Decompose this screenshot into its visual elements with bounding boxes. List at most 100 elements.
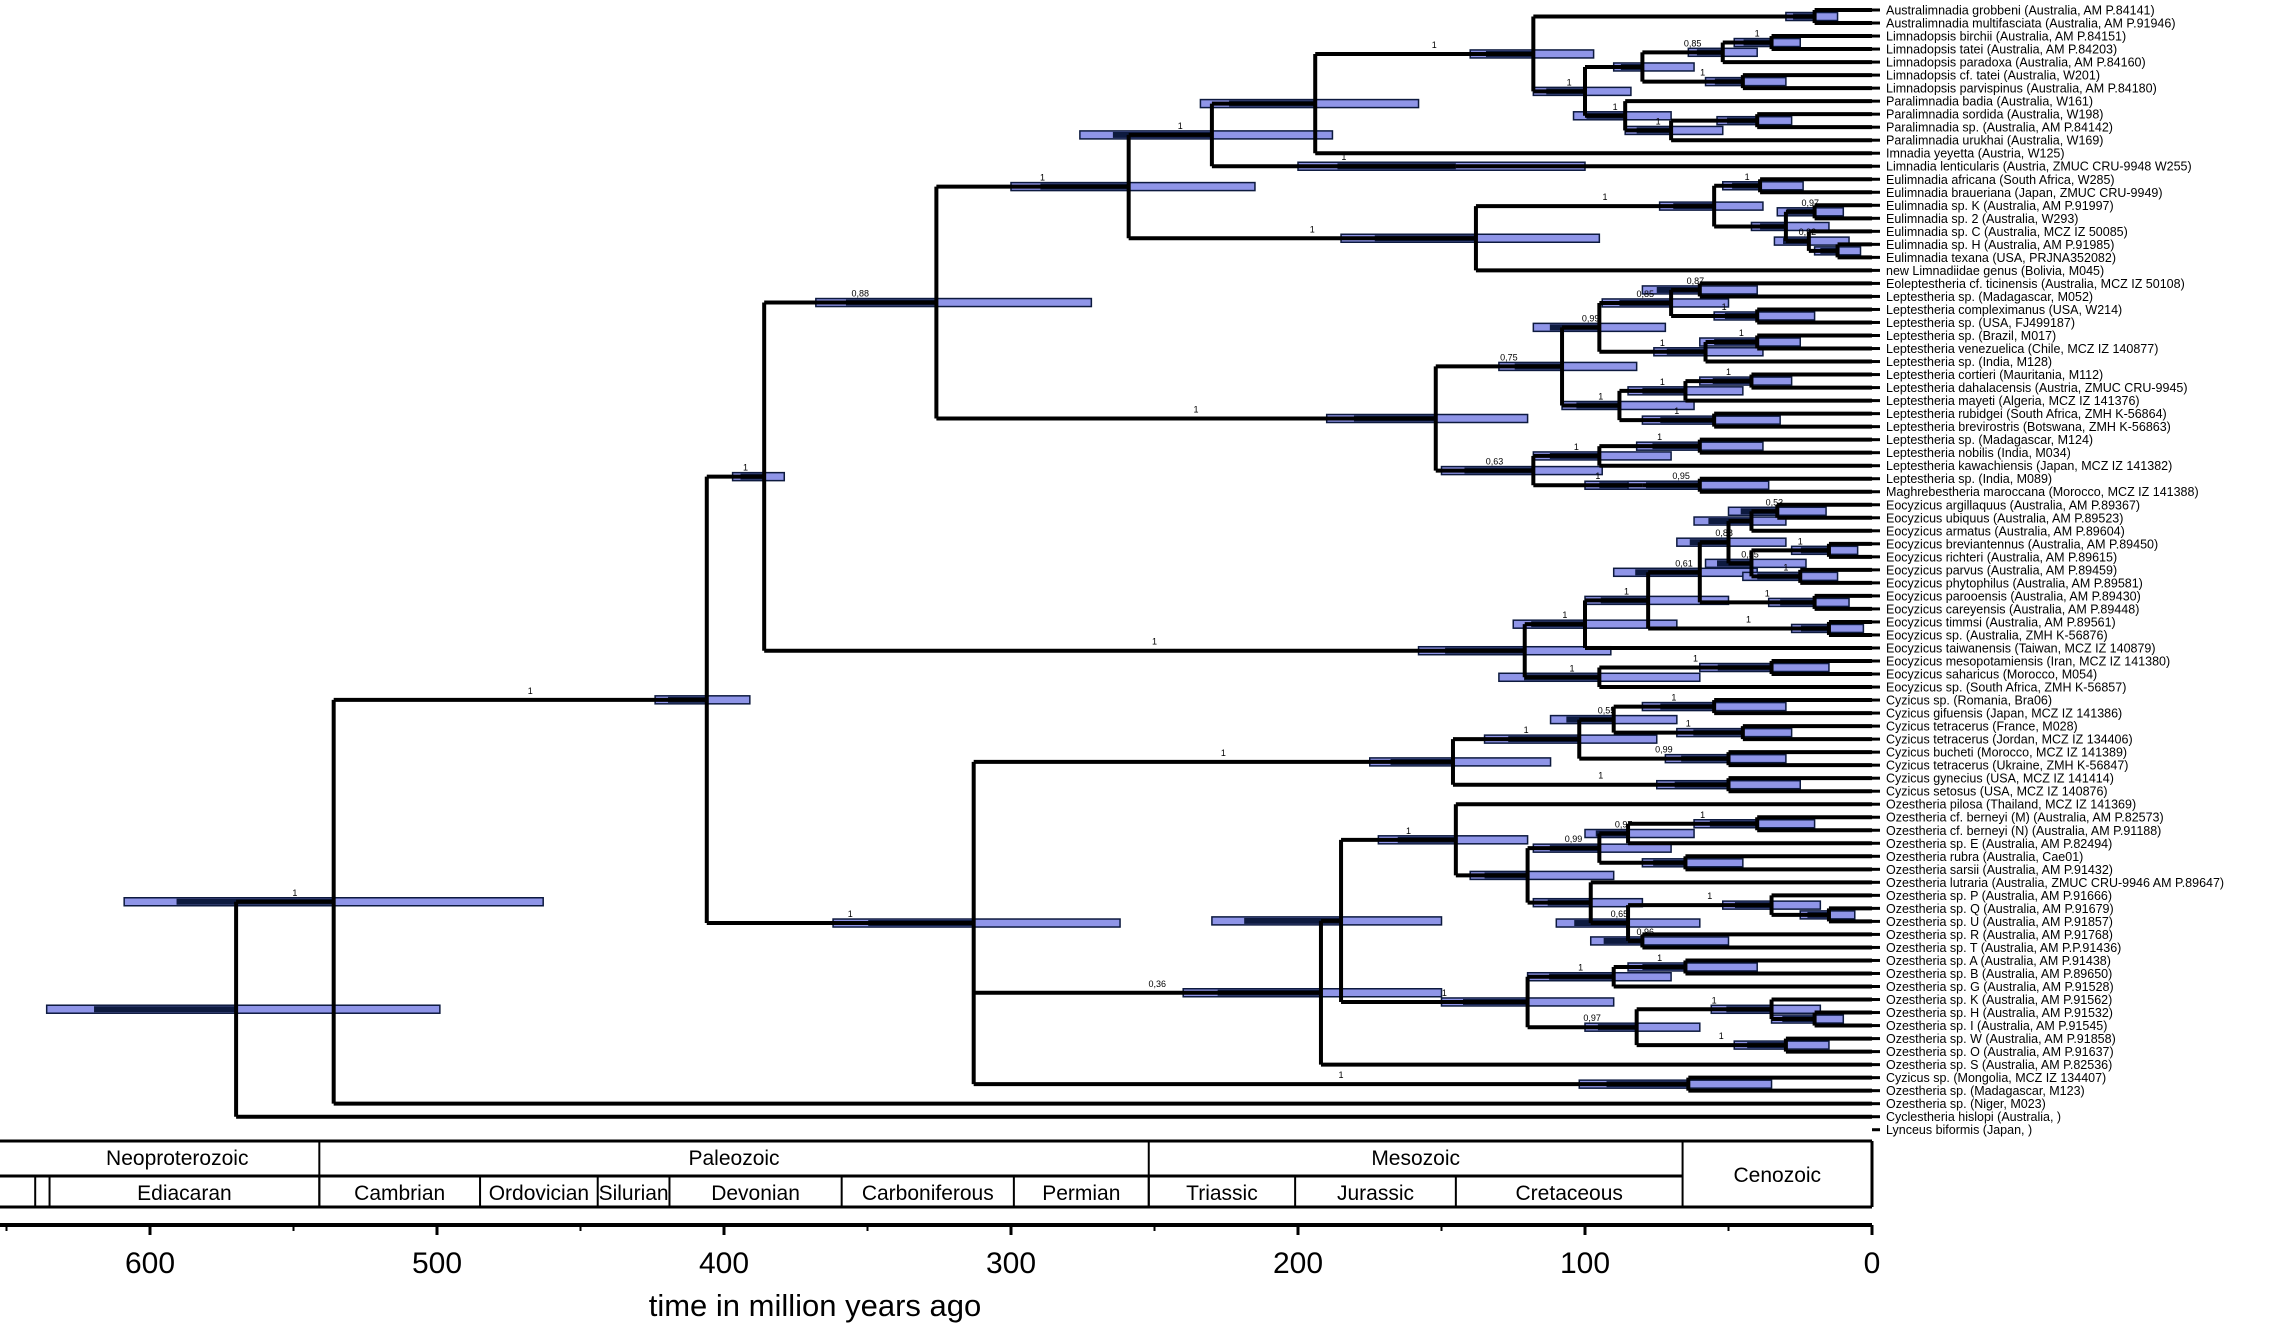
posterior-label: 1 — [1656, 116, 1661, 126]
tip-label: Ozestheria sp. B (Australia, AM P.89650) — [1886, 967, 2112, 981]
tip-label: Leptestheria sp. (India, M128) — [1886, 355, 2052, 369]
posterior-label: 0,99 — [1565, 834, 1583, 844]
tip-label: Eocyzicus parvus (Australia, AM P.89459) — [1886, 563, 2117, 577]
tip-label: Leptestheria sp. (India, M089) — [1886, 472, 2052, 486]
period-label: Cambrian — [354, 1182, 445, 1205]
era-label: Mesozoic — [1371, 1147, 1460, 1170]
axis-tick-label: 400 — [699, 1247, 749, 1280]
tip-label: Eulimnadia africana (South Africa, W285) — [1886, 173, 2115, 187]
posterior-label: 1 — [1726, 367, 1731, 377]
axis-tick-label: 0 — [1864, 1247, 1881, 1280]
period-label: Triassic — [1186, 1182, 1258, 1205]
tip-label: Eulimnadia sp. C (Australia, MCZ IZ 5008… — [1886, 225, 2128, 239]
tip-label: Limnadopsis cf. tatei (Australia, W201) — [1886, 69, 2100, 83]
tip-label: Cyzicus gynecius (USA, MCZ IZ 141414) — [1886, 772, 2114, 786]
tip-label: Ozestheria sp. S (Australia, AM P.82536) — [1886, 1058, 2112, 1072]
posterior-label: 1 — [1798, 536, 1803, 546]
posterior-label: 0,85 — [1684, 38, 1702, 48]
tip-label: Ozestheria cf. berneyi (M) (Australia, A… — [1886, 811, 2164, 825]
posterior-label: 1 — [1700, 810, 1705, 820]
posterior-label: 1 — [1152, 637, 1157, 647]
posterior-label: 0,88 — [852, 289, 870, 299]
tip-label: Ozestheria sp. R (Australia, AM P.91768) — [1886, 928, 2113, 942]
tip-label: Ozestheria sp. A (Australia, AM P.91438) — [1886, 954, 2111, 968]
tip-label: Australimnadia multifasciata (Australia,… — [1886, 17, 2176, 31]
posterior-label: 1 — [743, 463, 748, 473]
tip-label: Cyzicus tetracerus (France, M028) — [1886, 720, 2078, 734]
posterior-label: 0,65 — [1611, 909, 1629, 919]
posterior-label: 1 — [1722, 302, 1727, 312]
posterior-label: 1 — [1660, 338, 1665, 348]
period-label: Ordovician — [489, 1182, 589, 1205]
tip-label: Ozestheria sp. P (Australia, AM P.91666) — [1886, 889, 2112, 903]
tip-label: Imnadia yeyetta (Austria, W125) — [1886, 147, 2065, 161]
posterior-label: 0,97 — [1583, 1013, 1601, 1023]
tip-label: Ozestheria sp. K (Australia, AM P.91562) — [1886, 993, 2112, 1007]
tip-label: Leptestheria compleximanus (USA, W214) — [1886, 303, 2122, 317]
posterior-label: 1 — [1194, 405, 1199, 415]
tip-label: Eulimnadia texana (USA, PRJNA352082) — [1886, 251, 2116, 265]
tip-label: Cyzicus setosus (USA, MCZ IZ 140876) — [1886, 785, 2108, 799]
posterior-label: 1 — [1562, 610, 1567, 620]
posterior-label: 1 — [1745, 172, 1750, 182]
tip-label: Paralimnadia sp. (Australia, AM P.84142) — [1886, 121, 2113, 135]
posterior-label: 1 — [1755, 29, 1760, 39]
posterior-label: 1 — [1660, 377, 1665, 387]
tip-label: Leptestheria mayeti (Algeria, MCZ IZ 141… — [1886, 394, 2140, 408]
geologic-timescale: Neoproterozoic Paleozoic Mesozoic Cenozoic E… — [0, 1139, 1874, 1209]
posterior-label: 1 — [1712, 995, 1717, 1005]
posterior-label: 1 — [1524, 725, 1529, 735]
tip-label: Leptestheria venezuelica (Chile, MCZ IZ … — [1886, 342, 2158, 356]
posterior-label: 0,75 — [1500, 352, 1518, 362]
tip-label: Cyclestheria hislopi (Australia, ) — [1886, 1110, 2061, 1124]
tip-label: Eocyzicus timmsi (Australia, AM P.89561) — [1886, 615, 2116, 629]
time-axis: 600 500 400 300 200 100 0 — [0, 1223, 1881, 1280]
posterior-labels: 1 1 1 0,88 1 1 1 1 0,85 1 1 1 1 1 1 1 1 0,97 0,92 1 0,75 0,99… — [292, 29, 1819, 1081]
tip-label: Eocyzicus argillaquus (Australia, AM P.8… — [1886, 498, 2140, 512]
posterior-label: 1 — [1442, 988, 1447, 998]
tip-label: Cyzicus gifuensis (Japan, MCZ IZ 141386) — [1886, 707, 2122, 721]
tip-label: Leptestheria sp. (USA, FJ499187) — [1886, 316, 2075, 330]
tip-label: Lynceus biformis (Japan, ) — [1886, 1123, 2032, 1137]
tip-label: Eoleptestheria cf. ticinensis (Australia… — [1886, 277, 2185, 291]
tip-label: Leptestheria brevirostris (Botswana, ZMH… — [1886, 420, 2171, 434]
tip-label: Eulimnadia sp. K (Australia, AM P.91997) — [1886, 199, 2114, 213]
posterior-label: 1 — [1700, 68, 1705, 78]
posterior-label: 0,99 — [1655, 745, 1673, 755]
tip-label: Eulimnadia braueriana (Japan, ZMUC CRU-9… — [1886, 186, 2163, 200]
posterior-label: 0,53 — [1766, 497, 1784, 507]
tree-branches — [234, 8, 1872, 1119]
tip-label: Ozestheria sp. G (Australia, AM P.91528) — [1886, 980, 2114, 994]
posterior-label: 1 — [1595, 471, 1600, 481]
posterior-label: 0,55 — [1598, 706, 1616, 716]
posterior-label: 1 — [1598, 391, 1603, 401]
tip-label: Eulimnadia sp. H (Australia, AM P.91985) — [1886, 238, 2114, 252]
posterior-label: 1 — [1578, 963, 1583, 973]
posterior-label: 0,97 — [1615, 820, 1633, 830]
posterior-label: 0,36 — [1149, 979, 1167, 989]
posterior-label: 1 — [1765, 588, 1770, 598]
posterior-label: 0,92 — [1799, 227, 1817, 237]
posterior-label: 1 — [1341, 152, 1346, 162]
tip-label: Maghrebestheria maroccana (Morocco, MCZ … — [1886, 485, 2199, 499]
tip-label: Eocyzicus sp. (Australia, ZMH K-56876) — [1886, 628, 2108, 642]
posterior-label: 1 — [1310, 224, 1315, 234]
posterior-label: 1 — [1686, 719, 1691, 729]
posterior-label: 1 — [1671, 693, 1676, 703]
tip-label: new Limnadiidae genus (Bolivia, M045) — [1886, 264, 2104, 278]
posterior-label: 1 — [1432, 40, 1437, 50]
tip-label: Cyzicus tetracerus (Ukraine, ZMH K-56847… — [1886, 759, 2128, 773]
tip-label: Leptestheria dahalacensis (Austria, ZMUC… — [1886, 381, 2188, 395]
era-label: Neoproterozoic — [106, 1147, 248, 1170]
tip-label: Eocyzicus mesopotamiensis (Iran, MCZ IZ … — [1886, 655, 2170, 669]
posterior-label: 0,97 — [1801, 198, 1819, 208]
hpd-bar — [1512, 619, 1678, 629]
tip-label: Paralimnadia badia (Australia, W161) — [1886, 95, 2093, 109]
tip-label: Eocyzicus parooensis (Australia, AM P.89… — [1886, 589, 2141, 603]
posterior-label: 1 — [1657, 432, 1662, 442]
posterior-label: 1 — [1603, 192, 1608, 202]
tip-label: Eocyzicus richteri (Australia, AM P.8961… — [1886, 550, 2117, 564]
posterior-label: 0,55 — [1741, 549, 1759, 559]
hpd-bar — [1589, 936, 1730, 946]
